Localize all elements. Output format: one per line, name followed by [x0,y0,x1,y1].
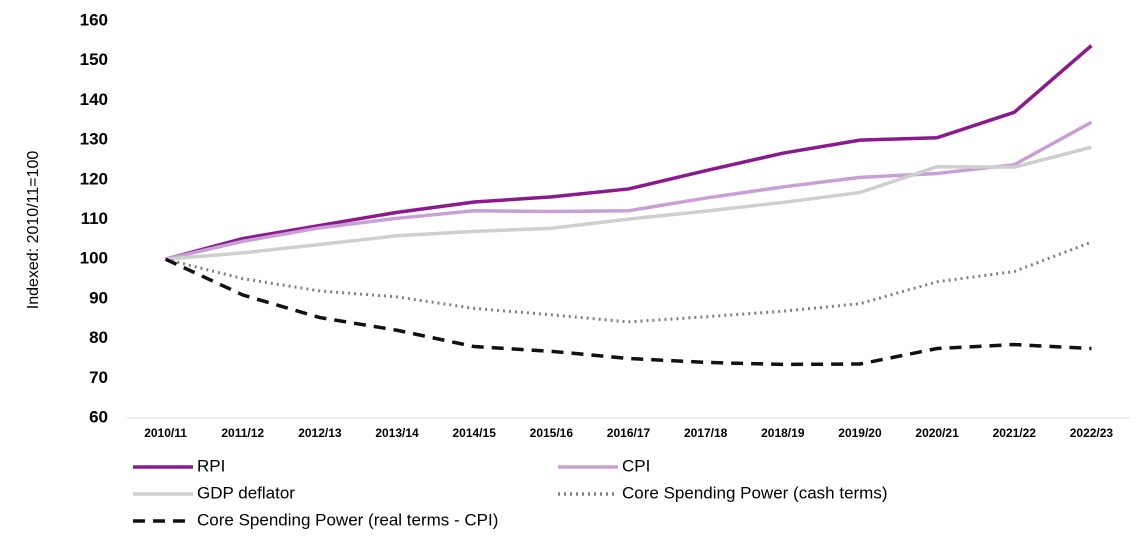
x-tick-label: 2014/15 [452,426,496,440]
x-tick-label: 2020/21 [915,426,959,440]
y-tick-label: 100 [80,249,108,268]
y-tick-label: 150 [80,50,108,69]
x-tick-label: 2012/13 [298,426,342,440]
line-series [165,44,1093,261]
legend-label: CPI [622,456,650,475]
x-tick-label: 2017/18 [684,426,728,440]
legend-label: Core Spending Power (real terms - CPI) [197,510,498,529]
legend-label: GDP deflator [197,483,295,502]
line-series [164,257,1092,367]
y-tick-label: 120 [80,169,108,188]
x-tick-label: 2021/22 [993,426,1037,440]
y-tick-label: 70 [89,368,108,387]
line-series [165,145,1092,261]
y-tick-label: 130 [80,130,108,149]
x-tick-label: 2015/16 [530,426,574,440]
x-tick-label: 2016/17 [607,426,651,440]
x-tick-label: 2010/11 [144,426,187,440]
line-series [165,120,1093,261]
y-tick-label: 90 [89,288,108,307]
y-tick-label: 140 [80,90,108,109]
y-tick-label: 160 [80,10,108,29]
x-tick-label: 2019/20 [838,426,882,440]
line-series [165,240,1092,324]
x-tick-label: 2022/23 [1070,426,1114,440]
y-tick-label: 80 [89,328,108,347]
y-axis-label: Indexed: 2010/11=100 [25,151,42,310]
x-tick-label: 2013/14 [375,426,419,440]
x-tick-label: 2011/12 [221,426,264,440]
x-tick-label: 2018/19 [761,426,805,440]
legend-label: Core Spending Power (cash terms) [622,483,888,502]
y-tick-label: 60 [89,407,108,426]
legend-label: RPI [197,456,225,475]
y-tick-label: 110 [81,209,108,228]
